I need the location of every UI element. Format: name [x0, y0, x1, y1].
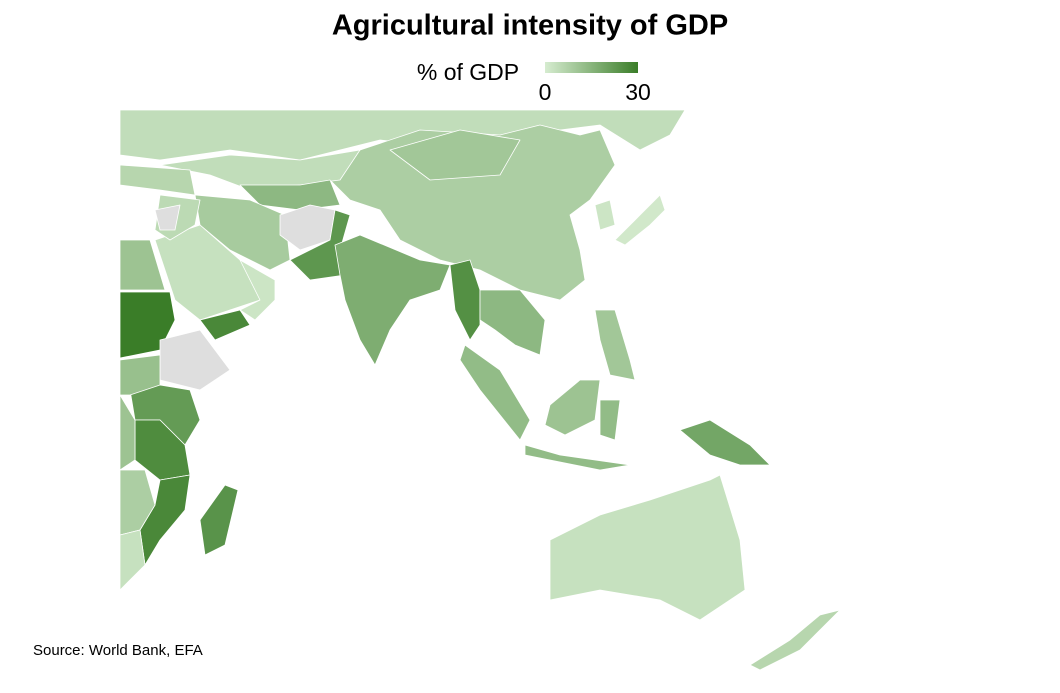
map-region	[459, 344, 531, 441]
map-region	[119, 394, 136, 471]
map-region	[159, 329, 231, 391]
map-region	[594, 199, 616, 231]
map-region	[389, 129, 521, 181]
legend-ticks: 0 30	[539, 79, 651, 105]
map-region	[749, 609, 841, 671]
map-region	[599, 399, 621, 441]
map-region	[614, 194, 666, 246]
map-regions	[119, 109, 841, 671]
map-region	[119, 529, 146, 591]
map-region	[119, 164, 196, 196]
legend-tick-label: 0	[539, 79, 552, 105]
chart-title: Agricultural intensity of GDP	[332, 10, 728, 42]
map-region	[199, 484, 239, 556]
legend-colorbar	[545, 62, 638, 73]
map-region	[329, 124, 616, 301]
map-region	[239, 259, 276, 321]
map-region	[479, 289, 546, 356]
map-region	[549, 474, 746, 621]
map-region	[524, 444, 631, 471]
map-region	[119, 469, 156, 536]
map-region	[289, 209, 351, 281]
map-region	[449, 259, 481, 341]
map-region	[199, 309, 251, 341]
legend-title: % of GDP	[417, 59, 519, 85]
map-region	[679, 419, 771, 466]
map-region	[334, 234, 451, 366]
map-region	[154, 204, 181, 231]
map-region	[544, 379, 601, 436]
legend-tick-label: 30	[625, 79, 651, 105]
map-region	[119, 354, 161, 396]
map-region	[159, 149, 361, 191]
source-note: Source: World Bank, EFA	[33, 642, 203, 659]
map-region	[594, 309, 636, 381]
map-region	[119, 239, 166, 291]
